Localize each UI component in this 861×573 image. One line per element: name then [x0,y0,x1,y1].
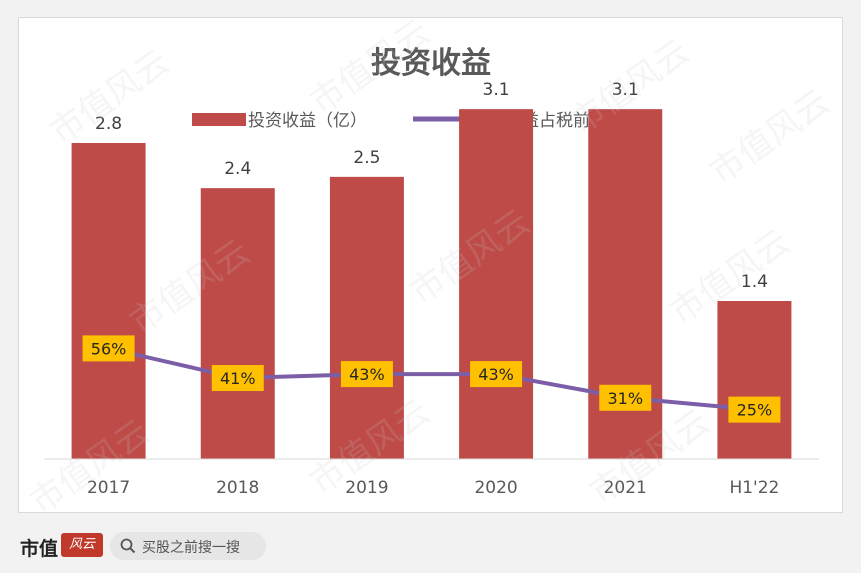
x-tick-label-5: H1'22 [729,478,779,498]
line-series: 56% 41% 43% 43% 31% 25% [82,335,781,423]
bar-0 [71,143,146,459]
bar-series: 2.8 2.4 2.5 3.1 3.1 1.4 [71,80,792,460]
chart-title: 投资收益 [371,46,491,81]
ratio-label-1: 41% [220,369,256,388]
x-tick-label-3: 2020 [474,478,517,498]
x-axis-ticks: 2017 2018 2019 2020 2021 H1'22 [87,478,779,498]
bar-2 [329,176,404,459]
bar-1 [200,188,275,459]
bar-value-label-2: 2.5 [353,148,380,168]
brand-logo: 风云 [61,533,103,557]
ratio-label-box-3 [470,361,523,388]
x-tick-label-1: 2018 [216,478,259,498]
bar-value-label-1: 2.4 [224,159,251,179]
ratio-label-3: 43% [478,365,514,384]
search-icon [120,538,136,554]
x-tick-label-4: 2021 [604,478,647,498]
x-tick-label-2: 2019 [345,478,388,498]
legend: 投资收益（亿） 投资收益占税前利润比 [192,111,641,131]
bar-5 [717,301,792,459]
x-tick-label-0: 2017 [87,478,130,498]
brand-name: 市值 [20,538,59,560]
ratio-label-0: 56% [91,339,127,358]
footer: 市值 风云 买股之前搜一搜 [0,515,861,573]
bar-value-label-3: 3.1 [483,80,510,100]
bar-value-label-0: 2.8 [95,114,122,134]
legend-label-bar: 投资收益（亿） [248,111,367,131]
ratio-label-2: 43% [349,365,385,384]
bar-value-label-5: 1.4 [741,272,768,292]
bar-3 [459,109,534,460]
ratio-label-5: 25% [737,401,773,420]
ratio-label-box-4 [599,384,652,411]
ratio-label-box-0 [82,335,135,362]
search-box[interactable]: 买股之前搜一搜 [110,532,266,560]
chart: 投资收益 投资收益（亿） 投资收益占税前利润比 2.8 2.4 2.5 3.1 3.1 1… [44,46,819,498]
ratio-label-box-2 [340,361,393,388]
legend-swatch-bar [192,113,246,126]
ratio-label-4: 31% [607,389,643,408]
bar-value-label-4: 3.1 [612,80,639,100]
ratio-label-box-1 [211,365,264,392]
search-placeholder: 买股之前搜一搜 [142,540,240,556]
chart-frame: 投资收益 投资收益（亿） 投资收益占税前利润比 2.8 2.4 2.5 3.1 3.1 1… [18,17,843,513]
ratio-label-box-5 [728,396,781,423]
